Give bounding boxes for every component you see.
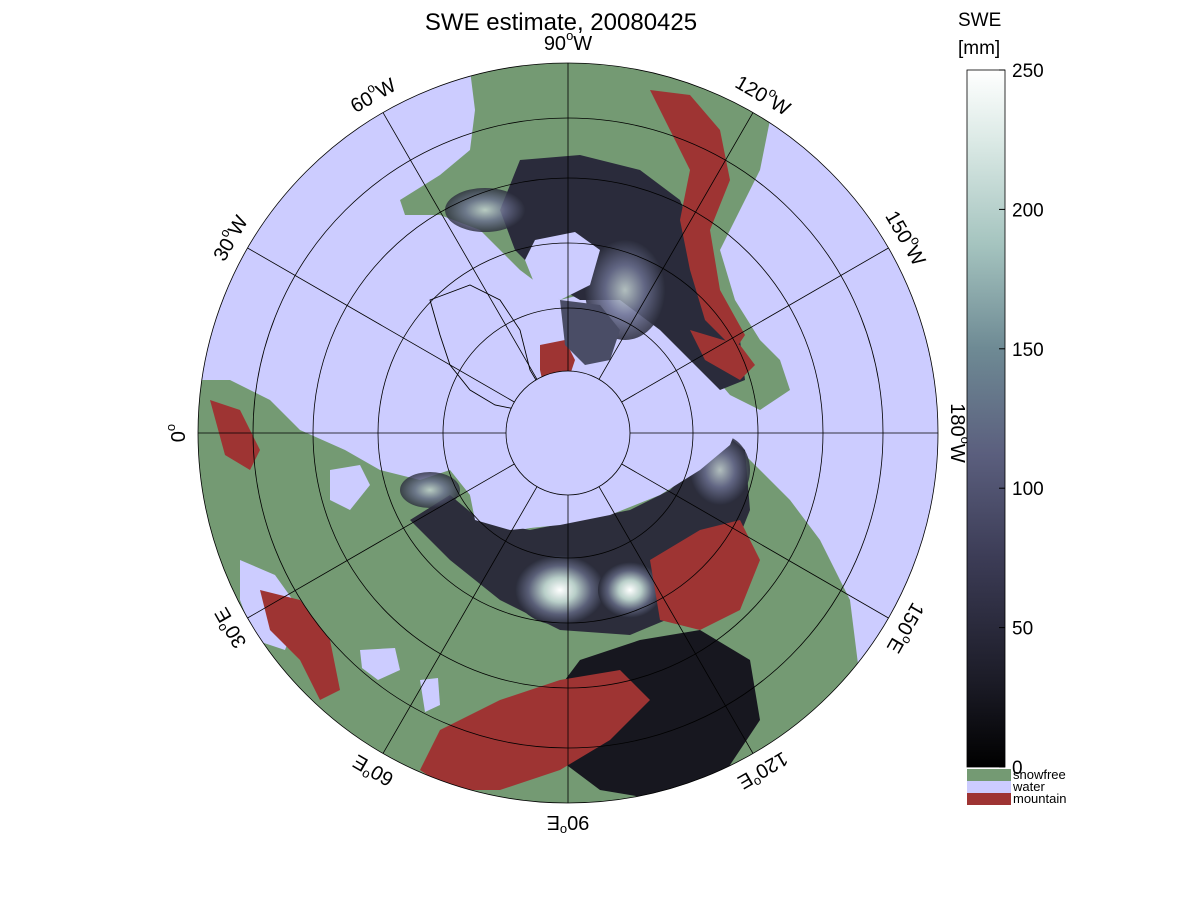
sea-black <box>360 648 400 680</box>
category-label-water: water <box>1012 779 1045 794</box>
swe-high-quebec <box>445 188 525 232</box>
graticule <box>197 62 939 804</box>
meridian-line <box>382 112 538 380</box>
meridian-line <box>382 486 538 754</box>
mountain-scandinavia <box>210 400 260 470</box>
mountain-rockies <box>650 90 745 350</box>
colorbar: SWE [mm] 0 50 100 150 200 250 snowfreewatermo… <box>958 10 1066 806</box>
category-label-mountain: mountain <box>1013 791 1066 806</box>
category-swatch-mountain <box>967 793 1011 805</box>
longitude-label: 90oE <box>547 811 590 838</box>
pole-hole <box>506 371 630 495</box>
colorbar-tick-label: 250 <box>1012 61 1044 82</box>
meridian-line <box>598 112 754 380</box>
longitude-label: 0o <box>163 424 190 442</box>
meridian-line <box>247 463 515 619</box>
swe-high-scandinavia <box>400 472 460 508</box>
snow-central-asia <box>550 630 760 800</box>
hudson-bay <box>525 232 600 300</box>
meridian-line <box>621 463 889 619</box>
category-swatch-water <box>967 781 1011 793</box>
sea-baltic <box>330 465 370 510</box>
map-disk <box>198 63 938 803</box>
arctic-ocean-eurasia <box>470 410 740 530</box>
sea-caspian <box>420 678 440 712</box>
mountain-alaska <box>690 330 755 380</box>
colorbar-tick-label: 100 <box>1012 479 1044 500</box>
colorbar-title-line2: [mm] <box>958 38 1000 59</box>
colorbar-tick-label: 200 <box>1012 200 1044 221</box>
longitude-label: 90oW <box>544 28 592 55</box>
colorbar-tick-label: 50 <box>1012 619 1033 640</box>
swe-high-siberia-west <box>515 555 605 625</box>
category-swatch-snowfree <box>967 769 1011 781</box>
mountain-east-asia <box>650 520 760 630</box>
meridian-line <box>598 486 754 754</box>
arctic-islands <box>560 300 620 365</box>
colorbar-tick-label: 150 <box>1012 340 1044 361</box>
colorbar-gradient <box>966 69 1006 768</box>
colorbar-title-line1: SWE <box>958 10 1001 31</box>
longitude-label: 180oW <box>946 403 973 463</box>
map-title: SWE estimate, 20080425 <box>425 9 697 36</box>
mountain-alps-caucasus <box>260 590 340 700</box>
category-label-snowfree: snowfree <box>1013 767 1066 782</box>
mountain-himalaya <box>420 670 650 790</box>
meridian-line <box>621 247 889 403</box>
colorbar-tick-label: 0 <box>1012 758 1023 779</box>
meridian-line <box>247 247 515 403</box>
swe-high-siberia-east <box>598 562 662 618</box>
